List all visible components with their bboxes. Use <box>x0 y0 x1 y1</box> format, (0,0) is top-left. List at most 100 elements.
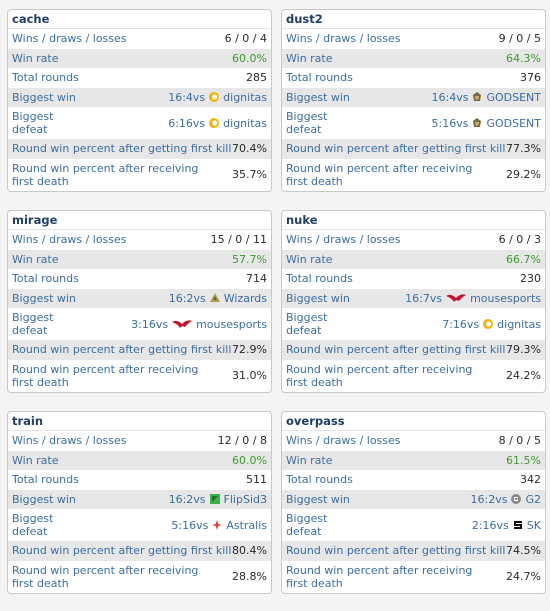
map-name[interactable]: train <box>8 412 271 431</box>
first-death-value: 29.2% <box>506 168 541 181</box>
vs-text: vs <box>196 518 209 532</box>
total-rounds-row: Total rounds 714 <box>8 269 271 289</box>
team-name[interactable]: GODSENT <box>486 90 541 104</box>
biggest-defeat-label: Biggest defeat <box>12 110 54 136</box>
biggest-win-value[interactable]: 16:2 vs G2 <box>471 493 541 506</box>
total-rounds-value: 376 <box>520 71 541 85</box>
biggest-win-row: Biggest win 16:2 vs G2 <box>282 489 545 509</box>
vs-text: vs <box>456 116 469 130</box>
first-kill-value: 72.9% <box>232 343 267 357</box>
biggest-defeat-row: Biggest defeat 2:16 vs SK <box>282 509 545 541</box>
team-name[interactable]: G2 <box>525 492 541 506</box>
biggest-defeat-label: Biggest defeat <box>286 512 328 538</box>
team-name[interactable]: dignitas <box>223 116 267 130</box>
vs-text: vs <box>466 317 480 331</box>
wdl-value: 9 / 0 / 5 <box>498 32 541 46</box>
match-score: 3:16 <box>131 317 156 331</box>
biggest-win-label: Biggest win <box>12 492 76 506</box>
team-name[interactable]: GODSENT <box>486 116 541 130</box>
biggest-win-value[interactable]: 16:2 vs Wizards <box>169 292 267 305</box>
wizards-icon <box>209 292 221 304</box>
biggest-defeat-value[interactable]: 6:16 vs dignitas <box>168 117 267 130</box>
match-score: 16:2 <box>168 492 194 506</box>
total-rounds-label: Total rounds <box>286 272 353 286</box>
total-rounds-value: 285 <box>246 71 267 85</box>
map-card-overpass: overpass Wins / draws / losses 8 / 0 / 5… <box>281 411 546 594</box>
biggest-win-value[interactable]: 16:7 vs mousesports <box>405 292 541 305</box>
biggest-defeat-row: Biggest defeat 7:16 vs dignitas <box>282 308 545 340</box>
vs-text: vs <box>192 116 206 130</box>
win-rate-row: Win rate 60.0% <box>8 48 271 68</box>
biggest-win-label: Biggest win <box>286 492 350 506</box>
wdl-row: Wins / draws / losses 15 / 0 / 11 <box>8 230 271 250</box>
team-name[interactable]: dignitas <box>223 90 267 104</box>
first-kill-value: 80.4% <box>232 544 267 558</box>
win-rate-value: 61.5% <box>506 453 541 467</box>
total-rounds-value: 511 <box>246 473 267 487</box>
biggest-defeat-row: Biggest defeat 5:16 vs Astralis <box>8 509 271 541</box>
win-rate-row: Win rate 57.7% <box>8 249 271 269</box>
map-name[interactable]: nuke <box>282 211 545 230</box>
map-card-cache: cache Wins / draws / losses 6 / 0 / 4 Wi… <box>7 9 272 192</box>
team-name[interactable]: Wizards <box>223 291 267 305</box>
wdl-value: 6 / 0 / 3 <box>498 233 541 247</box>
first-death-label: Round win percent after receiving first … <box>286 362 473 389</box>
win-rate-label: Win rate <box>12 252 59 266</box>
biggest-win-value[interactable]: 16:2 vs FlipSid3 <box>169 493 267 506</box>
mousesports-icon <box>171 318 193 330</box>
first-death-value: 31.0% <box>232 369 267 382</box>
dignitas-icon <box>482 318 494 330</box>
win-rate-row: Win rate 66.7% <box>282 249 545 269</box>
team-name[interactable]: mousesports <box>196 317 267 331</box>
biggest-defeat-value[interactable]: 3:16 vs mousesports <box>131 318 267 331</box>
first-kill-row: Round win percent after getting first ki… <box>282 541 545 561</box>
team-name[interactable]: FlipSid3 <box>223 492 267 506</box>
wdl-label: Wins / draws / losses <box>286 233 401 247</box>
biggest-defeat-value[interactable]: 5:16 vs GODSENT <box>432 117 542 130</box>
biggest-defeat-label: Biggest defeat <box>12 311 54 337</box>
biggest-win-value[interactable]: 16:4 vs dignitas <box>168 91 267 104</box>
map-card-train: train Wins / draws / losses 12 / 0 / 8 W… <box>7 411 272 594</box>
total-rounds-label: Total rounds <box>286 71 353 85</box>
first-death-value: 28.8% <box>232 570 267 583</box>
win-rate-row: Win rate 61.5% <box>282 450 545 470</box>
win-rate-label: Win rate <box>286 453 333 467</box>
biggest-defeat-label: Biggest defeat <box>12 512 54 538</box>
first-kill-row: Round win percent after getting first ki… <box>8 139 271 159</box>
first-kill-label: Round win percent after getting first ki… <box>12 544 232 558</box>
first-kill-row: Round win percent after getting first ki… <box>8 541 271 561</box>
map-card-mirage: mirage Wins / draws / losses 15 / 0 / 11… <box>7 210 272 393</box>
map-name[interactable]: cache <box>8 10 271 29</box>
map-name[interactable]: mirage <box>8 211 271 230</box>
biggest-defeat-value[interactable]: 5:16 vs Astralis <box>171 519 267 532</box>
team-name[interactable]: SK <box>526 518 541 532</box>
team-name[interactable]: Astralis <box>226 518 267 532</box>
godsent-icon <box>471 91 483 103</box>
wdl-row: Wins / draws / losses 6 / 0 / 4 <box>8 29 271 49</box>
first-death-row: Round win percent after receiving first … <box>282 561 545 593</box>
biggest-defeat-label: Biggest defeat <box>286 110 328 136</box>
match-score: 16:4 <box>168 90 193 104</box>
biggest-win-row: Biggest win 16:4 vs dignitas <box>8 87 271 107</box>
biggest-defeat-value[interactable]: 7:16 vs dignitas <box>442 318 541 331</box>
win-rate-value: 60.0% <box>232 453 267 467</box>
first-kill-row: Round win percent after getting first ki… <box>282 139 545 159</box>
biggest-win-value[interactable]: 16:4 vs GODSENT <box>432 91 542 104</box>
total-rounds-label: Total rounds <box>12 272 79 286</box>
match-score: 5:16 <box>171 518 197 532</box>
vs-text: vs <box>429 291 443 305</box>
team-name[interactable]: mousesports <box>470 291 541 305</box>
map-card-nuke: nuke Wins / draws / losses 6 / 0 / 3 Win… <box>281 210 546 393</box>
total-rounds-label: Total rounds <box>12 71 79 85</box>
biggest-win-row: Biggest win 16:2 vs Wizards <box>8 288 271 308</box>
biggest-defeat-value[interactable]: 2:16 vs SK <box>472 519 541 532</box>
flipsid3-icon <box>209 493 221 505</box>
team-name[interactable]: dignitas <box>497 317 541 331</box>
win-rate-label: Win rate <box>12 51 59 65</box>
first-kill-label: Round win percent after getting first ki… <box>286 142 506 156</box>
first-kill-label: Round win percent after getting first ki… <box>12 142 232 156</box>
map-name[interactable]: dust2 <box>282 10 545 29</box>
map-name[interactable]: overpass <box>282 412 545 431</box>
total-rounds-value: 714 <box>246 272 267 286</box>
biggest-defeat-row: Biggest defeat 5:16 vs GODSENT <box>282 107 545 139</box>
